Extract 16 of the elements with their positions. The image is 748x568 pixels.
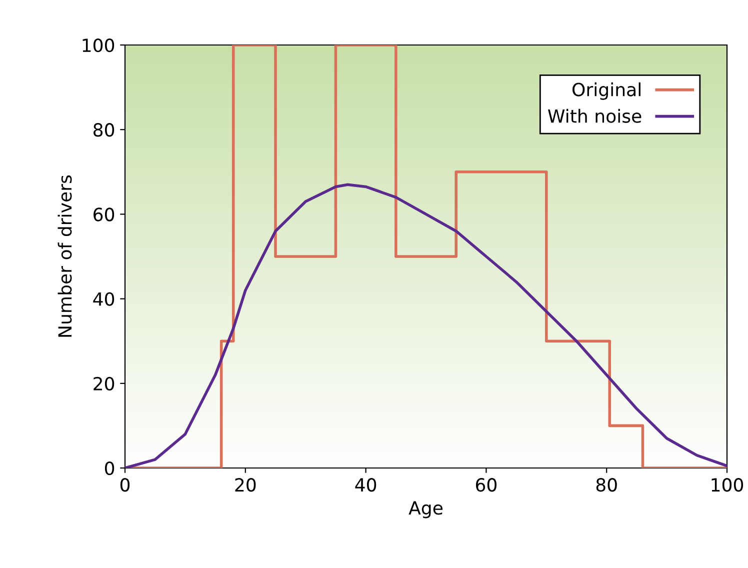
y-tick-label: 0 [104,461,114,476]
x-axis-title: Age [408,501,442,518]
y-tick-label: 100 [82,38,114,52]
x-tick-label: 60 [476,478,496,492]
x-tick-label: 40 [355,478,376,492]
x-tick-label: 100 [712,478,744,492]
x-tick-label: 80 [596,478,617,492]
legend-label: With noise [548,108,642,123]
y-axis-title: Number of drivers [58,175,72,337]
y-tick-label: 20 [94,376,114,391]
y-tick-label: 40 [93,292,114,306]
x-tick-label: 20 [235,478,256,492]
y-tick-label: 60 [94,208,114,222]
x-tick-label: 0 [120,478,130,492]
legend-label: Original [572,82,640,100]
y-tick-label: 80 [94,123,114,137]
